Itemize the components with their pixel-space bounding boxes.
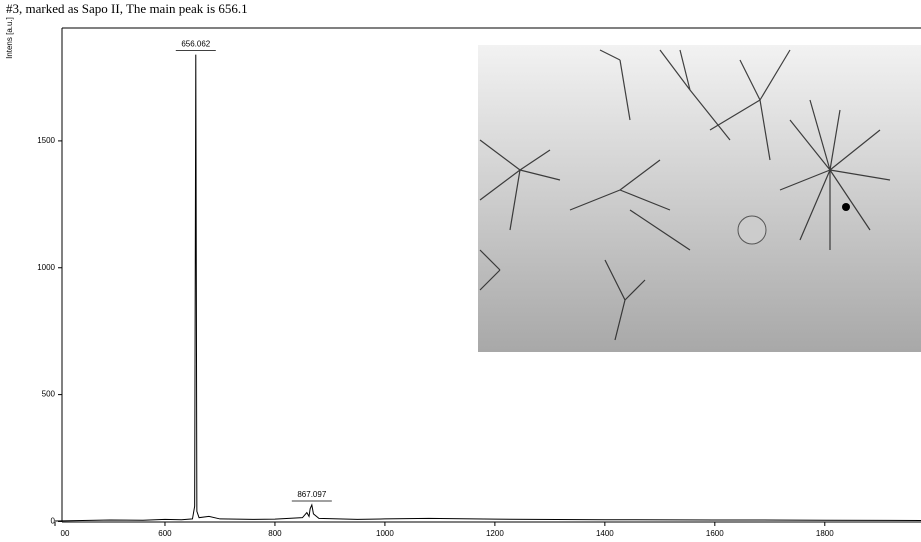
- x-tick-label: 600: [158, 529, 172, 538]
- y-tick-label: 1500: [37, 136, 55, 145]
- chart: #3, marked as Sapo II, The main peak is …: [0, 0, 921, 542]
- x-tick-label: 1200: [486, 529, 504, 538]
- x-tick-label: 1800: [816, 529, 834, 538]
- y-tick-label: 1000: [37, 263, 55, 272]
- peak-label: 656.062: [181, 40, 210, 49]
- y-tick-label: 500: [42, 390, 56, 399]
- x-tick-label: 1600: [706, 529, 724, 538]
- x-tick-label: 800: [268, 529, 282, 538]
- y-axis-label: Intens [a.u.]: [5, 17, 14, 59]
- peak-label: 867.097: [297, 490, 326, 499]
- x-tick-label: 00: [61, 529, 70, 538]
- inset-photo: [478, 45, 921, 352]
- x-tick-label: 1400: [596, 529, 614, 538]
- chart-title: #3, marked as Sapo II, The main peak is …: [6, 1, 248, 16]
- x-tick-label: 1000: [376, 529, 394, 538]
